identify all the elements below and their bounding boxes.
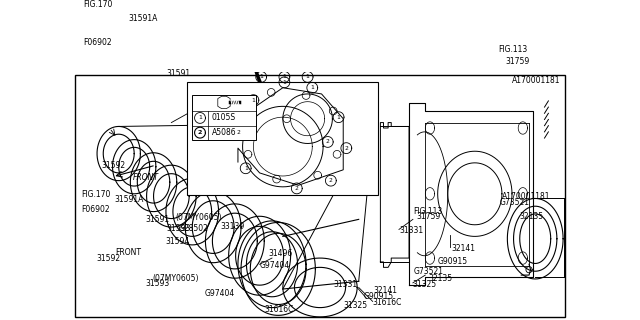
- Text: 2: 2: [295, 186, 299, 191]
- Text: 1: 1: [282, 80, 286, 85]
- Text: G73521: G73521: [413, 267, 443, 276]
- Text: 32141: 32141: [374, 286, 397, 295]
- Text: 1: 1: [306, 75, 310, 79]
- Text: FIG.113: FIG.113: [413, 207, 442, 216]
- Text: 31592: 31592: [102, 161, 126, 170]
- Text: 31593: 31593: [145, 279, 170, 288]
- Bar: [187, 82, 378, 195]
- Text: G90915: G90915: [364, 292, 394, 301]
- Text: 1: 1: [259, 75, 263, 79]
- Text: 31331: 31331: [334, 280, 358, 289]
- Text: 1: 1: [337, 115, 340, 120]
- Text: G97404: G97404: [260, 261, 290, 270]
- Text: G28502: G28502: [218, 87, 248, 96]
- Text: G97404: G97404: [205, 290, 236, 299]
- Text: G73521: G73521: [500, 198, 530, 207]
- Text: 33139: 33139: [220, 222, 244, 231]
- Text: 31759: 31759: [506, 57, 530, 66]
- Text: 31331: 31331: [399, 227, 423, 236]
- Text: FRONT: FRONT: [133, 173, 159, 182]
- Text: 33139: 33139: [291, 83, 315, 92]
- Text: 2: 2: [329, 178, 333, 183]
- Text: 1: 1: [310, 85, 314, 90]
- Text: 31616C: 31616C: [264, 305, 294, 314]
- Text: 31325: 31325: [413, 280, 437, 289]
- Text: 1: 1: [244, 166, 248, 171]
- Text: 31759: 31759: [417, 212, 441, 221]
- Text: 2: 2: [198, 130, 202, 135]
- Text: 31591: 31591: [145, 215, 170, 224]
- Text: A170001181: A170001181: [511, 76, 560, 84]
- Text: (07MY0605): (07MY0605): [175, 213, 221, 222]
- Text: FIG.113: FIG.113: [498, 44, 527, 53]
- Text: FRONT: FRONT: [115, 248, 141, 257]
- Text: 31616C: 31616C: [372, 299, 402, 308]
- Text: 32135: 32135: [520, 212, 544, 221]
- Text: 2: 2: [236, 130, 240, 135]
- Text: 31325: 31325: [344, 301, 368, 310]
- Text: G28502: G28502: [179, 224, 209, 233]
- Text: 0105S: 0105S: [212, 113, 236, 123]
- Text: 31594: 31594: [192, 120, 216, 129]
- Text: F06902: F06902: [83, 38, 112, 47]
- Text: 31591A: 31591A: [115, 195, 144, 204]
- Text: 1: 1: [252, 98, 255, 103]
- Text: 2: 2: [326, 140, 330, 144]
- Text: FIG.170: FIG.170: [81, 190, 111, 199]
- Text: 31593: 31593: [166, 224, 191, 233]
- Text: 31496: 31496: [268, 249, 292, 258]
- Text: G90915: G90915: [438, 257, 468, 267]
- Text: 31591A: 31591A: [128, 13, 157, 23]
- Text: (07MY0605): (07MY0605): [152, 274, 199, 283]
- Text: 31592: 31592: [96, 254, 120, 263]
- Text: 1: 1: [282, 75, 286, 79]
- Text: 31496: 31496: [319, 149, 342, 158]
- Text: 31594: 31594: [165, 237, 189, 246]
- Bar: [192, 95, 256, 140]
- Text: FIG.170: FIG.170: [83, 0, 113, 9]
- Text: 1: 1: [198, 116, 202, 120]
- Text: 2: 2: [344, 146, 348, 151]
- Text: A5086: A5086: [212, 128, 236, 137]
- Text: 31591: 31591: [166, 69, 191, 78]
- Text: 32135: 32135: [428, 274, 452, 283]
- Text: A170001181: A170001181: [502, 192, 550, 201]
- Text: F06902: F06902: [81, 205, 110, 214]
- Text: 32141: 32141: [452, 244, 476, 253]
